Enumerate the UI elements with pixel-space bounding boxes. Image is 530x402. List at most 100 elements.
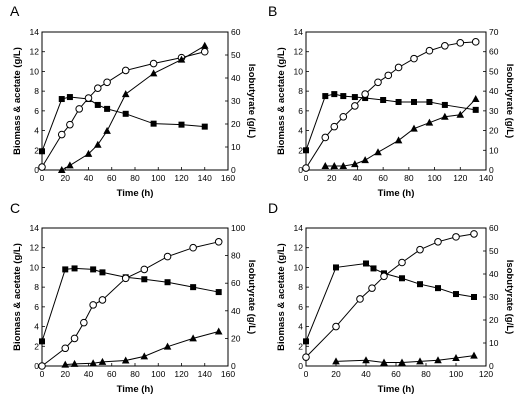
y-axis-label: Biomass & acetate (g/L)	[12, 243, 23, 351]
panel-label: B	[268, 3, 277, 19]
data-point-square	[322, 93, 329, 100]
y2-tick-label: 0	[489, 361, 494, 371]
y-tick-label: 14	[294, 27, 304, 37]
series-line-square	[305, 262, 475, 342]
y2-axis-label: Isobutyrate (g/L)	[504, 260, 515, 334]
y2-tick-label: 40	[231, 306, 241, 316]
data-point-circle	[75, 105, 83, 113]
data-point-triangle	[89, 359, 97, 367]
chart-panel-A: A0 20 40 60 80 100 120 140 160024681012140102030…	[10, 3, 257, 199]
y-tick-label: 0	[34, 361, 39, 371]
data-point-triangle	[61, 360, 70, 368]
y-tick-label: 4	[34, 126, 39, 136]
data-point-triangle	[330, 162, 339, 170]
data-point-circle	[200, 47, 209, 56]
data-point-triangle	[177, 55, 186, 63]
y-tick-label: 2	[298, 341, 303, 351]
y-tick-label: 0	[298, 165, 303, 175]
data-point-circle	[470, 230, 478, 238]
y-tick-label: 2	[34, 341, 39, 351]
data-point-circle	[66, 120, 74, 129]
data-point-square	[380, 97, 387, 104]
data-point-square	[453, 291, 459, 298]
data-point-triangle	[200, 41, 209, 49]
series-line-triangle	[335, 355, 475, 364]
data-point-triangle	[332, 357, 340, 365]
y2-tick-label: 30	[489, 292, 499, 302]
y2-tick-label: 50	[231, 50, 241, 60]
x-tick-label: 40	[361, 369, 371, 379]
data-point-triangle	[140, 352, 149, 360]
data-point-triangle	[70, 359, 79, 367]
data-point-square	[303, 338, 309, 345]
y-tick-label: 4	[298, 126, 303, 136]
plot-frame	[305, 31, 487, 171]
y-tick-label: 12	[294, 243, 304, 253]
data-point-triangle	[380, 358, 388, 366]
y-tick-label: 10	[30, 262, 40, 272]
data-point-square	[94, 101, 101, 108]
data-point-triangle	[362, 356, 370, 364]
y-axis-label: Biomass & acetate (g/L)	[276, 243, 287, 351]
data-point-square	[333, 264, 339, 271]
data-point-circle	[163, 252, 172, 261]
data-point-square	[399, 275, 405, 282]
data-point-triangle	[321, 162, 330, 170]
y-tick-label: 8	[34, 282, 39, 292]
x-tick-label: 20	[61, 369, 71, 379]
data-point-triangle	[98, 357, 107, 365]
data-point-circle	[394, 63, 403, 72]
y-tick-label: 6	[298, 302, 303, 312]
data-point-triangle	[470, 351, 478, 359]
data-point-triangle	[452, 353, 460, 361]
y2-tick-label: 60	[231, 27, 241, 37]
data-point-square	[164, 279, 171, 286]
data-point-square	[441, 101, 448, 108]
y-tick-label: 6	[34, 302, 39, 312]
y2-axis-label: Isobutyrate (g/L)	[504, 64, 515, 138]
y-tick-label: 8	[298, 282, 303, 292]
data-point-triangle	[425, 118, 434, 126]
x-tick-label: 40	[84, 173, 94, 183]
y-tick-label: 8	[34, 86, 39, 96]
data-point-square	[363, 260, 369, 267]
x-tick-label: 120	[174, 369, 188, 379]
data-point-circle	[425, 46, 434, 55]
y2-tick-label: 10	[231, 142, 241, 152]
y2-tick-label: 60	[231, 278, 241, 288]
y-tick-label: 2	[34, 145, 39, 155]
y2-tick-label: 40	[231, 73, 241, 83]
y2-tick-label: 30	[231, 96, 241, 106]
y-tick-label: 6	[34, 106, 39, 116]
data-point-circle	[70, 334, 79, 343]
data-point-circle	[98, 296, 107, 304]
x-tick-label: 120	[453, 173, 467, 183]
x-tick-label: 60	[378, 173, 388, 183]
panel-label: D	[268, 200, 278, 216]
chart-panel-C: C0 20 40 60 80 100 120 140 160024681012140204060…	[10, 200, 257, 395]
data-point-triangle	[214, 327, 223, 335]
data-point-circle	[89, 301, 97, 309]
x-tick-label: 120	[174, 173, 188, 183]
x-axis-label: Time (h)	[117, 188, 154, 199]
y-tick-label: 4	[298, 322, 303, 332]
x-tick-label: 120	[479, 369, 493, 379]
data-point-circle	[302, 164, 310, 172]
y2-tick-label: 80	[231, 251, 241, 261]
y2-tick-label: 30	[489, 106, 499, 116]
x-tick-label: 80	[421, 369, 431, 379]
data-point-circle	[434, 238, 442, 246]
data-point-circle	[214, 238, 223, 246]
data-point-circle	[57, 130, 66, 139]
series-line-circle	[305, 41, 476, 169]
panel-label: A	[10, 3, 20, 19]
x-tick-label: 80	[130, 369, 140, 379]
data-point-circle	[302, 353, 310, 361]
data-point-triangle	[163, 342, 172, 350]
y2-tick-label: 20	[489, 126, 499, 136]
data-point-triangle	[394, 136, 403, 144]
x-tick-label: 100	[151, 173, 165, 183]
data-point-circle	[121, 274, 130, 283]
data-point-triangle	[434, 356, 442, 364]
data-point-square	[435, 285, 441, 292]
